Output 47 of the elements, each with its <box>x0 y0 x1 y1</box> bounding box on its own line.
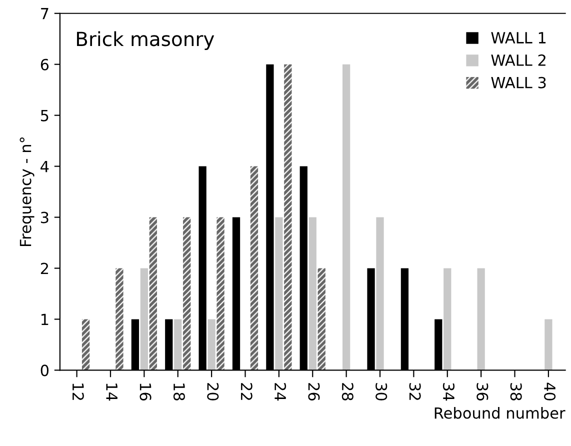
x-tick-label: 22 <box>241 383 252 400</box>
x-tick-label: 38 <box>510 383 522 400</box>
bar <box>116 268 124 370</box>
x-tick-label: 16 <box>140 384 152 400</box>
bar <box>216 217 224 370</box>
x-tick-label: 30 <box>376 383 388 400</box>
bar <box>376 217 384 370</box>
y-tick-label: 0 <box>40 364 49 376</box>
x-tick-label: 26 <box>308 383 320 400</box>
bar <box>149 217 157 370</box>
bar <box>183 217 191 370</box>
bar <box>342 64 350 370</box>
y-tick-label: 4 <box>40 160 49 172</box>
bar <box>284 64 292 370</box>
y-tick-label: 2 <box>40 262 48 274</box>
bar <box>308 217 316 370</box>
bar <box>174 319 182 370</box>
y-tick-label: 1 <box>41 314 48 326</box>
bar <box>208 319 216 370</box>
y-tick-label: 6 <box>40 58 49 70</box>
x-tick-label: 14 <box>106 384 118 401</box>
x-tick-label: 36 <box>476 383 488 400</box>
bar <box>477 268 485 370</box>
y-tick-label: 7 <box>41 8 48 20</box>
x-tick-label: 24 <box>274 383 286 401</box>
x-tick-label: 20 <box>207 383 219 400</box>
x-tick-label: 34 <box>442 383 454 401</box>
x-tick-label: 40 <box>544 382 556 400</box>
legend-label: WALL 3 <box>491 76 546 88</box>
x-tick-label: 32 <box>409 383 421 400</box>
text: Brick masonry <box>77 31 214 50</box>
x-tick-label: 12 <box>72 384 84 400</box>
x-tick-label: 18 <box>173 384 185 400</box>
bar <box>544 319 552 370</box>
x-axis-title: Rebound number <box>434 406 566 419</box>
bar <box>444 268 452 370</box>
y-tick-label: 3 <box>40 212 48 224</box>
bar <box>250 166 258 370</box>
bar <box>318 268 326 370</box>
legend-label: WALL 2 <box>491 54 546 66</box>
legend-label: WALL 1 <box>491 32 546 44</box>
y-axis-title: Frequency - n° <box>20 138 34 246</box>
bar <box>82 319 90 370</box>
x-tick-label: 28 <box>342 383 354 400</box>
bar <box>275 217 283 370</box>
y-tick-label: 5 <box>40 110 48 122</box>
bar <box>140 268 148 370</box>
